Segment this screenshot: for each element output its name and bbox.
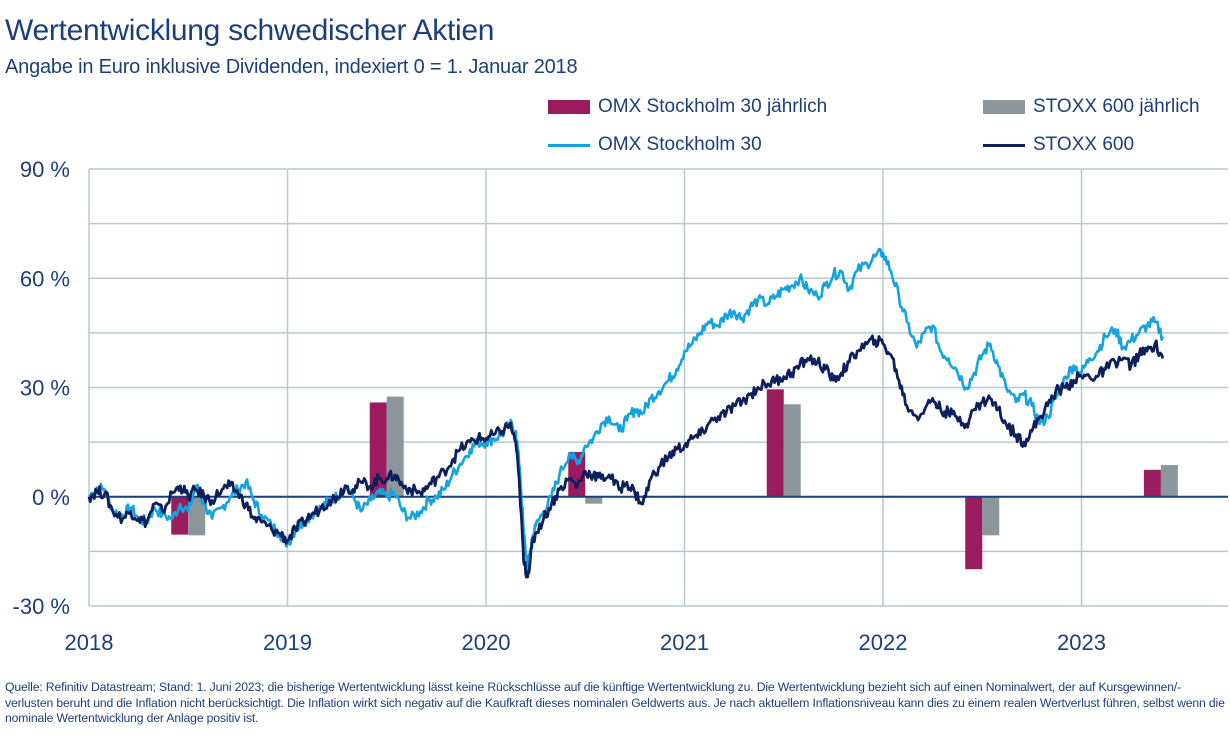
bar-omx-2021	[766, 389, 784, 497]
bar-stoxx-2022	[982, 496, 1000, 536]
legend-swatch-stoxx-annual	[983, 100, 1025, 114]
bar-omx-2023	[1143, 469, 1161, 497]
x-tick-label: 2022	[859, 630, 908, 655]
lines	[87, 247, 1165, 579]
bar-stoxx-2018	[188, 496, 206, 536]
bars	[171, 389, 1178, 570]
legend-label: OMX Stockholm 30	[598, 134, 762, 155]
legend-swatch-stoxx-line	[983, 143, 1025, 147]
legend-stoxx-line: STOXX 600	[983, 134, 1134, 156]
x-axis-ticks: 2018 2019 2020 2021 2022 2023	[65, 630, 1106, 655]
legend-swatch-omx-line	[548, 143, 590, 147]
bar-stoxx-2020	[585, 496, 603, 504]
legend-swatch-omx-annual	[548, 100, 590, 114]
x-tick-label: 2021	[660, 630, 709, 655]
grid	[88, 168, 1228, 607]
line-omx-stockholm-30	[88, 247, 1165, 571]
legend-label: OMX Stockholm 30 jährlich	[598, 96, 828, 117]
legend-stoxx-annual: STOXX 600 jährlich	[983, 96, 1200, 118]
legend-label: STOXX 600 jährlich	[1033, 96, 1200, 117]
bar-omx-2022	[965, 496, 983, 570]
y-tick-label: 30 %	[20, 376, 70, 401]
bar-omx-2019	[369, 402, 387, 497]
x-tick-label: 2020	[462, 630, 511, 655]
legend-label: STOXX 600	[1033, 134, 1135, 155]
line-stoxx-600	[87, 334, 1165, 579]
bar-stoxx-2023	[1160, 465, 1178, 497]
legend-omx-line: OMX Stockholm 30	[548, 134, 762, 156]
x-tick-label: 2019	[263, 630, 312, 655]
y-tick-label: 60 %	[20, 266, 70, 291]
bar-stoxx-2021	[783, 404, 801, 497]
y-axis-ticks: -30 % 0 % 30 % 60 % 90 %	[13, 157, 70, 619]
chart-plot: -30 % 0 % 30 % 60 % 90 % 2018 2019 2020 2021 202…	[13, 157, 1228, 655]
x-tick-label: 2023	[1057, 630, 1106, 655]
footnote: Quelle: Refinitiv Datastream; Stand: 1. …	[5, 680, 1225, 725]
x-tick-label: 2018	[65, 630, 114, 655]
y-tick-label: -30 %	[13, 594, 70, 619]
y-tick-label: 0 %	[32, 485, 70, 510]
chart-title: Wertentwicklung schwedischer Aktien	[5, 14, 495, 47]
y-tick-label: 90 %	[20, 157, 70, 182]
legend-omx-annual: OMX Stockholm 30 jährlich	[548, 96, 827, 118]
chart-subtitle: Angabe in Euro inklusive Dividenden, ind…	[5, 56, 578, 78]
bar-omx-2018	[171, 496, 189, 535]
